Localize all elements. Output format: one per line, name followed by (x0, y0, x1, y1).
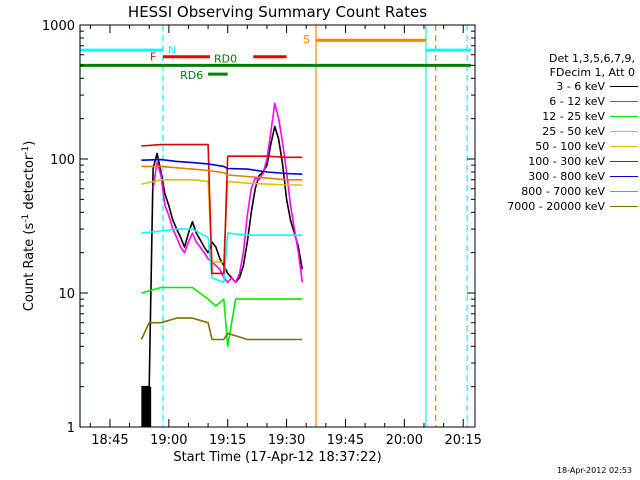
legend-entry: 300 - 800 keV (505, 170, 638, 183)
legend-swatch (610, 176, 638, 177)
y-tick-label: 10 (58, 287, 75, 302)
legend-entry: 50 - 100 keV (505, 140, 638, 153)
legend-swatch (610, 86, 638, 87)
legend-entry-label: 12 - 25 keV (542, 110, 605, 123)
y-axis-label: Count Rate (s-1 detector-1) (21, 141, 37, 312)
y-tick-label: 1000 (42, 19, 75, 34)
series-line-8 (140, 317, 303, 341)
x-tick-label: 19:45 (327, 433, 364, 448)
legend-entry-label: 100 - 300 keV (528, 155, 605, 168)
series-line-1 (152, 102, 304, 284)
legend-swatch (610, 146, 638, 147)
plot-frame (79, 24, 476, 428)
legend-entry: 25 - 50 keV (505, 125, 638, 138)
series-line-2 (141, 286, 303, 348)
flag-label-n: N (168, 44, 176, 57)
x-tick-label: 19:00 (150, 433, 187, 448)
legend-header-line-1: Det 1,3,5,6,7,9, (548, 52, 635, 65)
y-tick-label: 100 (50, 153, 75, 168)
series-line-7 (141, 165, 303, 181)
timestamp: 18-Apr-2012 02:53 (556, 466, 632, 475)
flag-label-rd0: RD0 (214, 52, 237, 65)
legend-entry: 12 - 25 keV (505, 110, 638, 123)
legend-entry-label: 25 - 50 keV (542, 125, 605, 138)
x-tick-label: 18:45 (91, 433, 128, 448)
flag-label-rd6: RD6 (180, 69, 203, 82)
series-line-5 (141, 143, 303, 275)
legend-entry: 7000 - 20000 keV (505, 200, 638, 213)
legend-entry-label: 50 - 100 keV (535, 140, 605, 153)
x-axis-label: Start Time (17-Apr-12 18:37:22) (173, 450, 381, 465)
legend-swatch (610, 116, 638, 117)
legend-entry: 3 - 6 keV (505, 80, 638, 93)
legend-swatch (610, 101, 638, 102)
legend-swatch (610, 191, 638, 192)
series-line-4 (141, 179, 303, 263)
legend-swatch (610, 206, 638, 207)
series-line-6 (141, 158, 303, 175)
detector-3-6kev-block (141, 386, 152, 427)
x-tick-label: 19:15 (209, 433, 246, 448)
legend-swatch (610, 131, 638, 132)
legend-entry: 800 - 7000 keV (505, 185, 638, 198)
legend-entry-label: 7000 - 20000 keV (507, 200, 605, 213)
legend-header-line-2: FDecim 1, Att 0 (549, 66, 635, 79)
series-line-3 (141, 228, 303, 284)
flag-label-s: S (303, 33, 310, 46)
y-tick-label: 1 (67, 421, 75, 436)
legend-swatch (610, 161, 638, 162)
legend-entry: 6 - 12 keV (505, 95, 638, 108)
x-tick-label: 20:00 (386, 433, 423, 448)
flag-label-f: F (150, 51, 156, 64)
x-tick-label: 20:15 (444, 433, 481, 448)
legend-entry-label: 300 - 800 keV (528, 170, 605, 183)
chart-title: HESSI Observing Summary Count Rates (128, 3, 427, 21)
legend-entry: 100 - 300 keV (505, 155, 638, 168)
x-tick-label: 19:30 (268, 433, 305, 448)
legend-entry-label: 3 - 6 keV (556, 80, 605, 93)
legend-entry-label: 800 - 7000 keV (521, 185, 605, 198)
legend-entry-label: 6 - 12 keV (549, 95, 605, 108)
